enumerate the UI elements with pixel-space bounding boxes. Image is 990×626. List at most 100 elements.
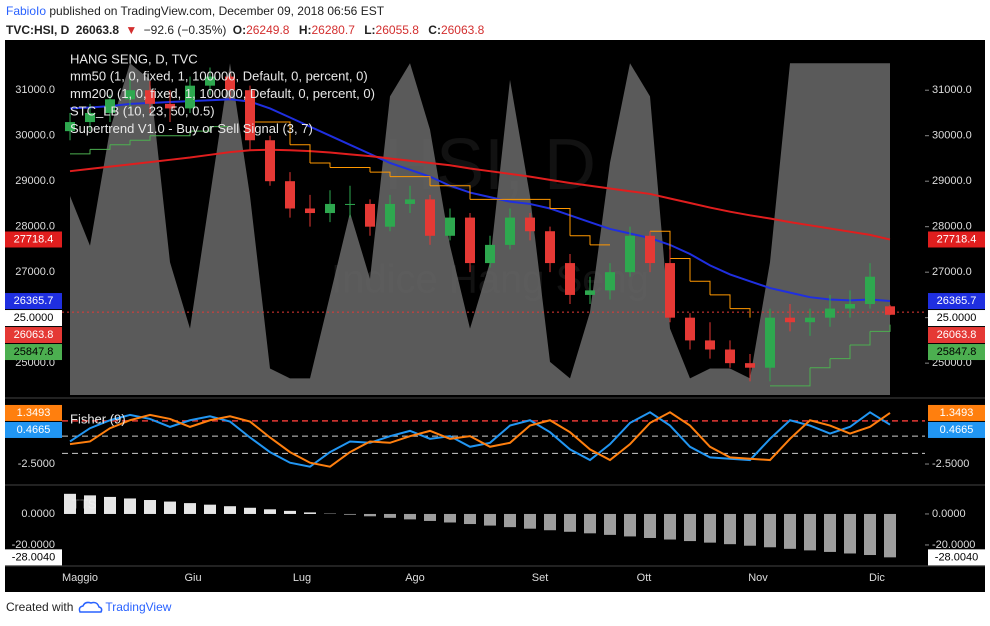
candle-body <box>125 90 135 100</box>
candle-body <box>185 85 195 109</box>
candle-body <box>485 244 495 264</box>
value-label: 0.4665 <box>940 424 974 436</box>
candle-body <box>805 317 815 323</box>
pane-title: TTS <box>72 496 97 511</box>
y-tick-label: 30000.0 <box>15 130 55 142</box>
x-tick-label: Maggio <box>62 572 98 584</box>
candle-body <box>865 276 875 305</box>
created-with: Created with <box>6 600 74 614</box>
candle-body <box>105 99 115 113</box>
y-tick-label: -20.0000 <box>12 539 55 551</box>
candle-body <box>825 308 835 318</box>
value-label: 27718.4 <box>937 233 977 245</box>
value-label: -28.0040 <box>12 551 55 563</box>
y-tick-label: 29000.0 <box>15 175 55 187</box>
hist-bar <box>224 506 236 514</box>
hist-bar <box>104 496 116 514</box>
hist-bar <box>704 513 716 543</box>
x-tick-label: Ott <box>637 572 652 584</box>
candle-body <box>265 140 275 182</box>
candle-body <box>465 217 475 264</box>
value-label-bg <box>5 310 62 327</box>
candle-body <box>385 203 395 227</box>
value-label-bg <box>928 549 985 566</box>
y-tick-label: -2.5000 <box>932 458 969 470</box>
y-tick-label: 27000.0 <box>15 266 55 278</box>
supertrend-segment <box>70 149 91 155</box>
hist-bar <box>304 512 316 514</box>
c-label: C:26063.8 <box>428 23 485 37</box>
supertrend-segment <box>290 144 311 163</box>
hist-bar <box>524 513 536 529</box>
brand[interactable]: TradingView <box>105 600 172 614</box>
x-tick-label: Giu <box>184 572 201 584</box>
y-tick-label: 25000.0 <box>15 357 55 369</box>
candle-body <box>845 304 855 309</box>
candle-body <box>525 217 535 232</box>
hist-bar <box>844 513 856 554</box>
hist-bar <box>824 513 836 552</box>
supertrend-segment <box>730 308 751 318</box>
supertrend-segment <box>530 198 551 209</box>
change: −92.6 (−0.35%) <box>143 23 227 37</box>
value-label-bg <box>5 549 62 566</box>
hist-bar <box>84 495 96 514</box>
y-tick-label: 31000.0 <box>15 84 55 96</box>
value-label-bg <box>928 327 985 344</box>
hist-bar <box>364 513 376 517</box>
author[interactable]: FabioIo <box>6 4 47 18</box>
last-price: 26063.8 <box>75 23 120 37</box>
candle-body <box>225 76 235 91</box>
hist-bar <box>804 513 816 551</box>
candle-body <box>685 317 695 341</box>
hist-bar <box>204 504 216 514</box>
value-label-bg <box>928 421 985 438</box>
supertrend-segment <box>410 176 431 186</box>
supertrend-segment <box>350 167 371 173</box>
y-tick-label: 29000.0 <box>932 175 972 187</box>
candle-body <box>65 122 75 132</box>
legend-entry: Supertrend V1.0 - Buy or Sell Signal (3,… <box>70 121 313 136</box>
hist-bar <box>484 513 496 526</box>
supertrend-segment <box>370 171 391 177</box>
published: published on TradingView.com, December 0… <box>49 4 385 18</box>
supertrend-segment <box>270 121 291 145</box>
hist-bar <box>264 509 276 514</box>
hist-bar <box>684 513 696 542</box>
candle-body <box>585 290 595 295</box>
candle-body <box>425 199 435 236</box>
chart-title: HANG SENG, D, TVC <box>70 51 198 66</box>
hist-bar <box>764 513 776 548</box>
candle-body <box>625 235 635 273</box>
value-label: 25847.8 <box>14 346 54 358</box>
h-label: H:26280.7 <box>298 23 355 37</box>
chart: HSI, DIndice Hang Seng25000.025000.02600… <box>5 40 985 592</box>
hist-bar <box>884 513 896 558</box>
hist-bar <box>244 507 256 514</box>
supertrend-segment <box>870 324 891 332</box>
candle-body <box>205 76 215 86</box>
legend-entry: STC_LB (10, 23, 50, 0.5) <box>70 103 215 118</box>
stc-area <box>70 63 890 395</box>
supertrend-segment <box>810 358 831 369</box>
candle-body <box>565 263 575 295</box>
hist-bar <box>864 513 876 556</box>
value-label: 26365.7 <box>937 295 977 307</box>
supertrend-segment <box>790 367 811 387</box>
supertrend-segment <box>570 235 591 245</box>
candle-body <box>885 306 895 315</box>
candle-body <box>765 317 775 368</box>
value-label-bg <box>5 231 62 248</box>
value-label-bg <box>928 404 985 421</box>
supertrend-segment <box>190 126 211 132</box>
header-quote: TVC:HSI, D 26063.8 ▼ −92.6 (−0.35%) O:26… <box>6 23 490 37</box>
hist-bar <box>604 513 616 535</box>
hist-bar <box>564 513 576 532</box>
value-label: 26063.8 <box>937 329 977 341</box>
value-label: 1.3493 <box>17 407 51 419</box>
hist-bar <box>164 501 176 514</box>
hist-bar <box>744 513 756 546</box>
supertrend-segment <box>130 135 151 141</box>
supertrend-segment <box>170 131 191 137</box>
